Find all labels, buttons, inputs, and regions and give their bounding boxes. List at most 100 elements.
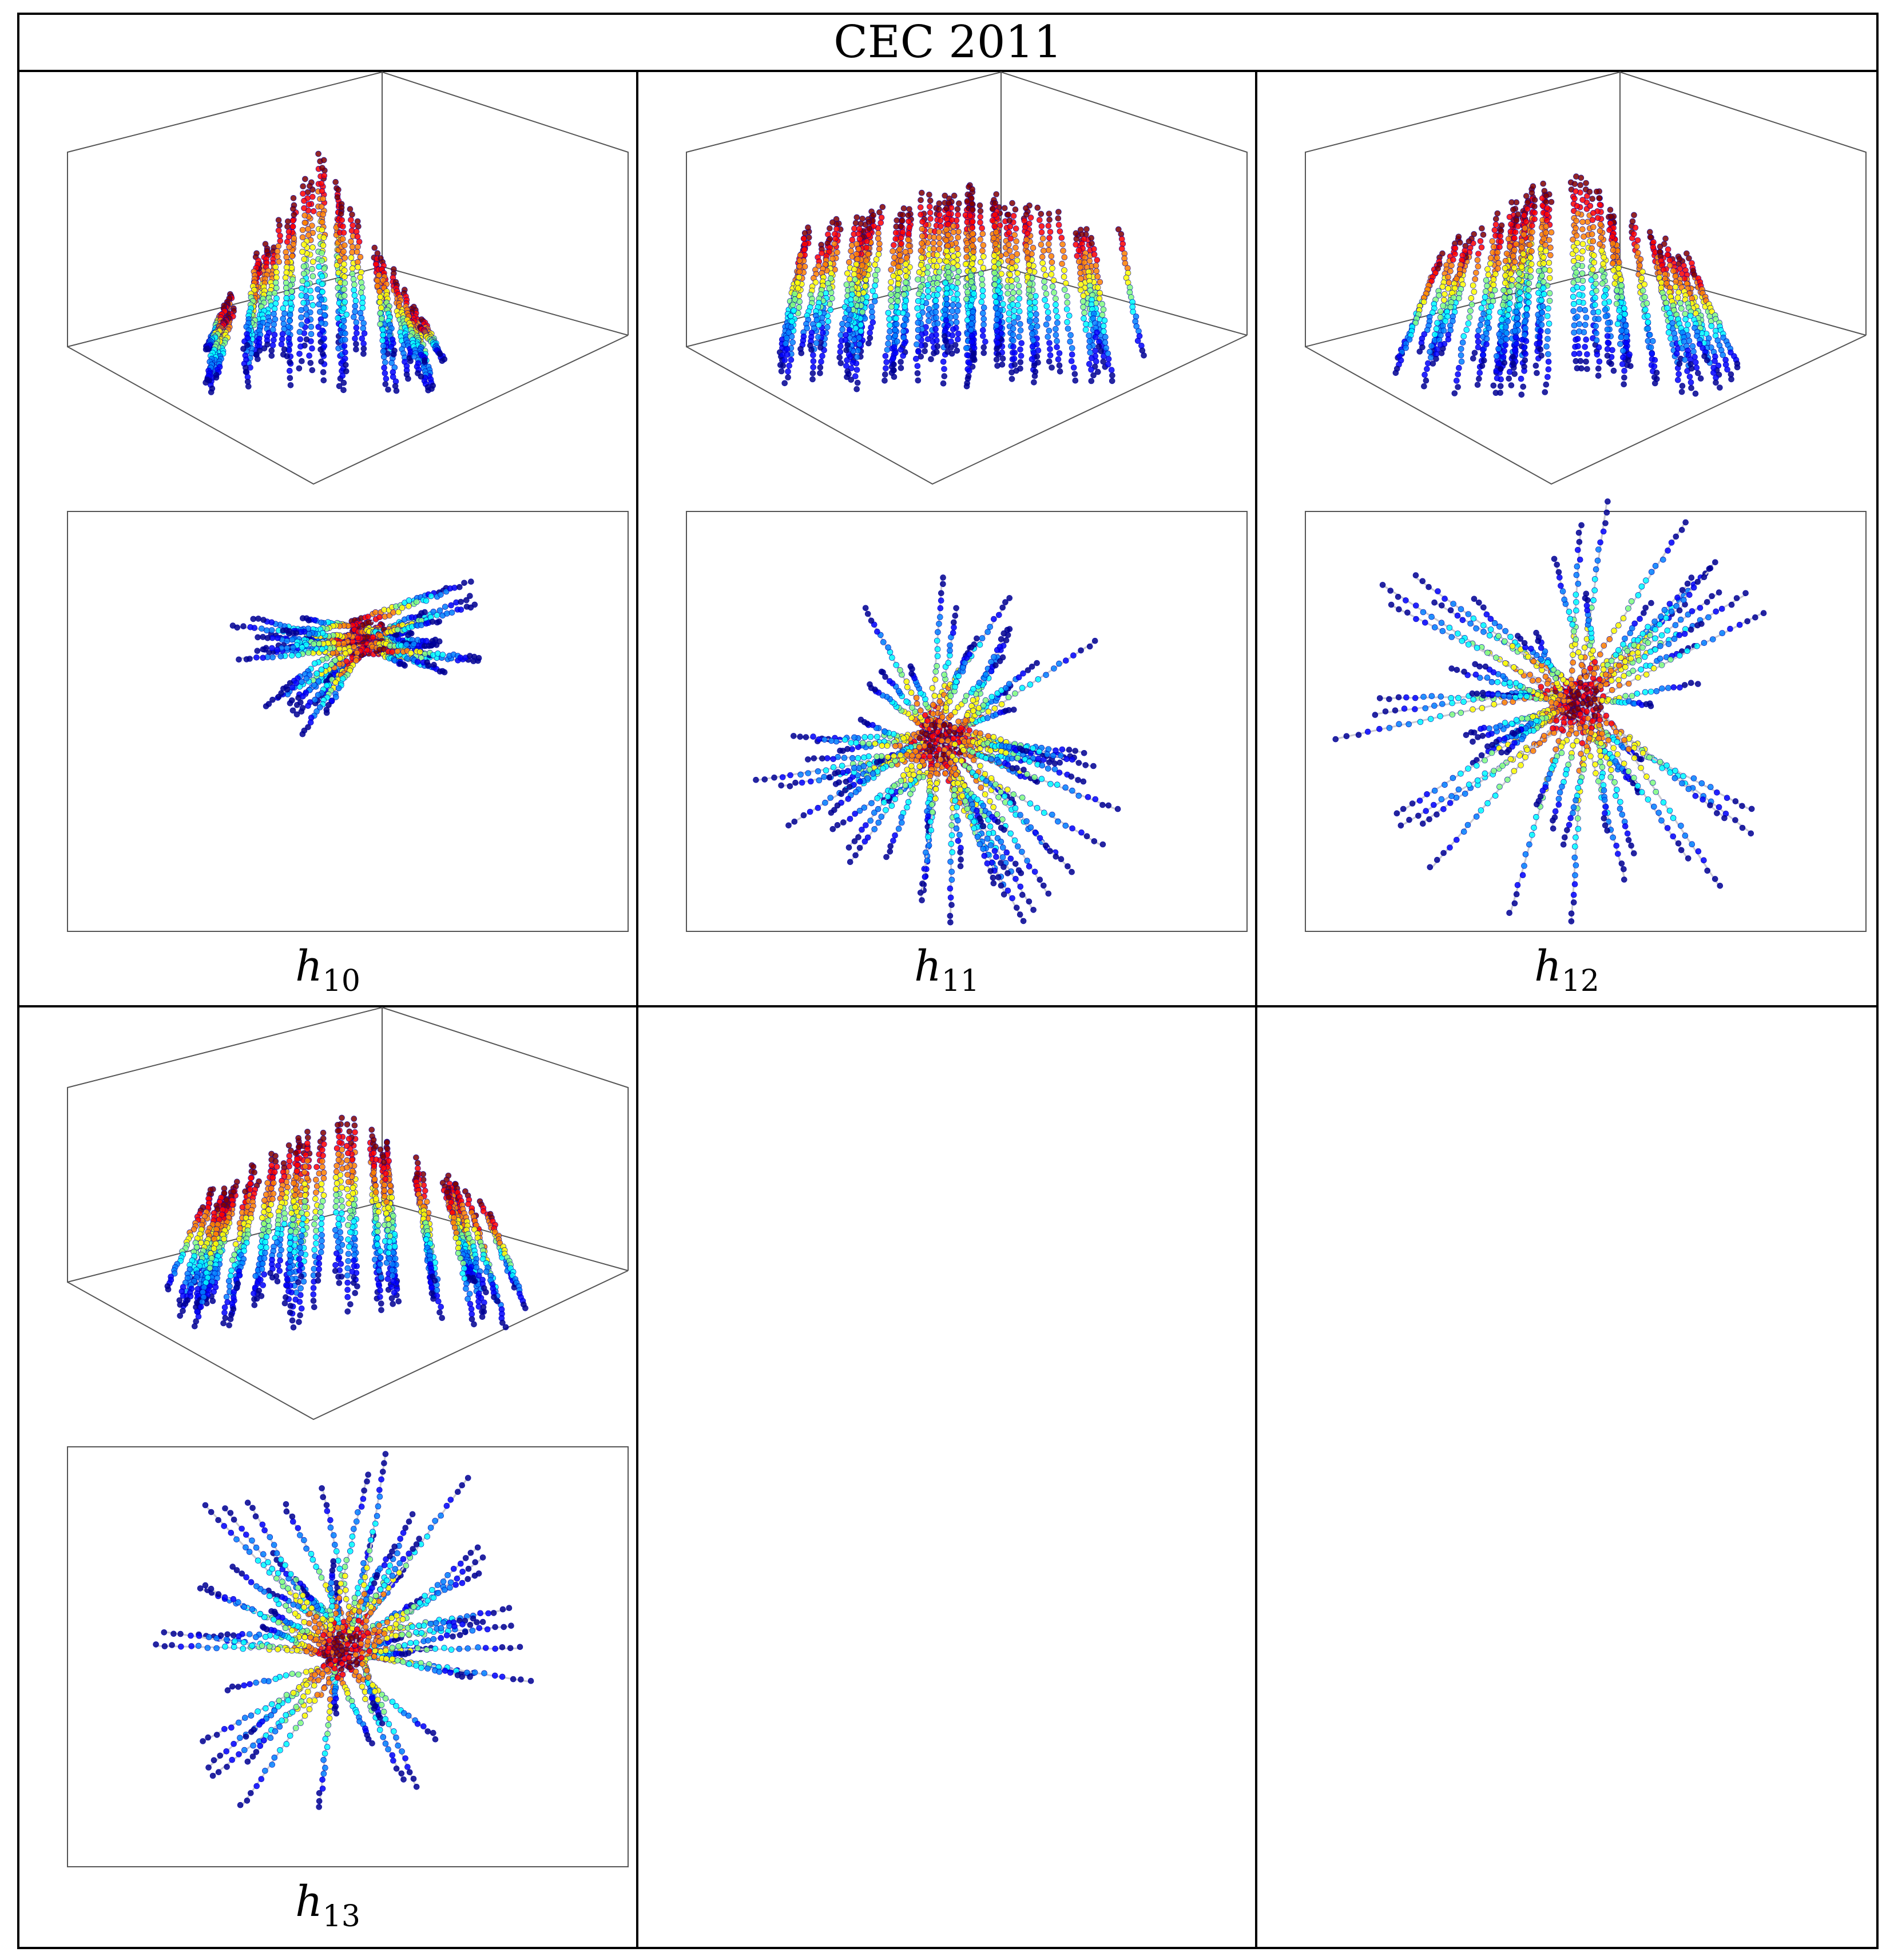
scatter-point xyxy=(319,288,325,295)
scatter-point xyxy=(1016,308,1023,315)
scatter-point xyxy=(289,294,295,300)
scatter-point xyxy=(1045,309,1051,316)
scatter-point xyxy=(293,680,299,687)
scatter-point xyxy=(1059,746,1066,753)
scatter-point xyxy=(900,328,907,335)
scatter-point xyxy=(979,310,986,316)
scatter-point xyxy=(822,799,828,806)
scatter-point xyxy=(1030,907,1037,913)
scatter-point xyxy=(950,265,956,272)
scatter-point xyxy=(845,796,852,802)
scatter-point xyxy=(471,601,478,608)
scatter-point xyxy=(886,678,893,684)
scatter-point xyxy=(991,705,998,712)
scatter-point xyxy=(785,374,791,380)
scatter-point xyxy=(887,322,893,328)
scatter-point xyxy=(320,196,327,202)
scatter-point xyxy=(842,787,848,793)
scatter-point xyxy=(295,652,301,658)
scatter-point xyxy=(1007,223,1014,230)
scatter-point xyxy=(789,318,795,325)
scatter-point xyxy=(918,197,924,204)
scatter-point xyxy=(900,205,907,212)
scatter-point xyxy=(1030,337,1037,344)
scatter-point xyxy=(1038,223,1045,229)
scatter-point xyxy=(969,219,976,225)
scatter-point xyxy=(299,285,305,292)
scatter-point xyxy=(863,257,869,264)
scatter-point xyxy=(869,314,876,320)
scatter-point xyxy=(333,262,340,268)
scatter-point xyxy=(970,284,977,291)
scatter-point xyxy=(370,634,376,641)
scatter-point xyxy=(318,320,325,326)
scatter-point xyxy=(279,331,286,338)
scatter-point xyxy=(316,308,323,315)
scatter-point xyxy=(874,733,880,740)
scatter-point xyxy=(990,616,997,622)
scatter-point xyxy=(980,344,987,351)
scatter-point xyxy=(885,310,892,316)
scatter-point xyxy=(319,281,325,288)
scatter-point xyxy=(859,826,865,833)
scatter-point xyxy=(932,309,939,315)
scatter-point xyxy=(837,343,844,350)
scatter-point xyxy=(868,324,874,331)
scatter-point xyxy=(1046,358,1053,365)
scatter-point xyxy=(354,218,361,225)
scatter-point xyxy=(1013,904,1020,911)
scatter-point xyxy=(987,798,993,804)
scatter-point xyxy=(1058,856,1065,863)
scatter-point xyxy=(1109,372,1115,379)
scatter-point xyxy=(792,296,798,303)
scatter-point xyxy=(269,326,276,333)
scatter-point xyxy=(1026,287,1033,293)
scatter-point xyxy=(467,593,473,599)
scatter-point xyxy=(1010,213,1017,219)
scatter-point xyxy=(285,335,292,342)
scatter-point xyxy=(349,211,355,218)
scatter-point xyxy=(933,303,940,310)
scatter-point xyxy=(906,224,913,231)
scatter-point xyxy=(244,342,251,348)
scatter-point xyxy=(826,285,833,292)
scatter-point xyxy=(900,310,907,316)
scatter-point xyxy=(884,793,891,800)
scatter-point xyxy=(992,293,998,300)
scatter-point xyxy=(955,228,962,235)
scatter-point xyxy=(300,191,306,197)
scatter-point xyxy=(342,280,348,287)
scatter-point xyxy=(340,324,347,331)
scatter-point xyxy=(1035,755,1042,762)
scatter-point xyxy=(861,804,868,811)
scatter-point xyxy=(1097,289,1103,296)
scatter-point xyxy=(1027,681,1034,688)
scatter-point xyxy=(1013,238,1020,245)
scatter-point xyxy=(984,835,991,842)
scatter-point xyxy=(919,219,926,225)
scatter-point xyxy=(914,363,921,370)
scatter-point xyxy=(1007,830,1014,837)
scatter-point xyxy=(287,375,293,382)
scatter-point xyxy=(301,197,307,204)
scatter-point xyxy=(995,351,1002,358)
scatter-point xyxy=(916,735,923,741)
scatter-point xyxy=(1029,331,1035,338)
scatter-point xyxy=(268,627,275,633)
scatter-point xyxy=(1130,308,1137,315)
scatter-point xyxy=(851,764,857,771)
scatter-point xyxy=(1009,301,1016,308)
scatter-point xyxy=(943,290,950,297)
scatter-point xyxy=(994,819,1001,825)
scatter-points xyxy=(753,574,1121,926)
projection-frame xyxy=(67,511,629,932)
scatter-point xyxy=(377,293,384,300)
scatter-point xyxy=(901,322,908,328)
scatter-point xyxy=(849,359,856,366)
scatter-point xyxy=(936,269,943,275)
scatter-point xyxy=(1006,247,1013,254)
scatter-point xyxy=(977,219,983,226)
scatter-point xyxy=(915,327,922,334)
scatter-point xyxy=(309,193,316,200)
scatter-point xyxy=(801,230,808,236)
